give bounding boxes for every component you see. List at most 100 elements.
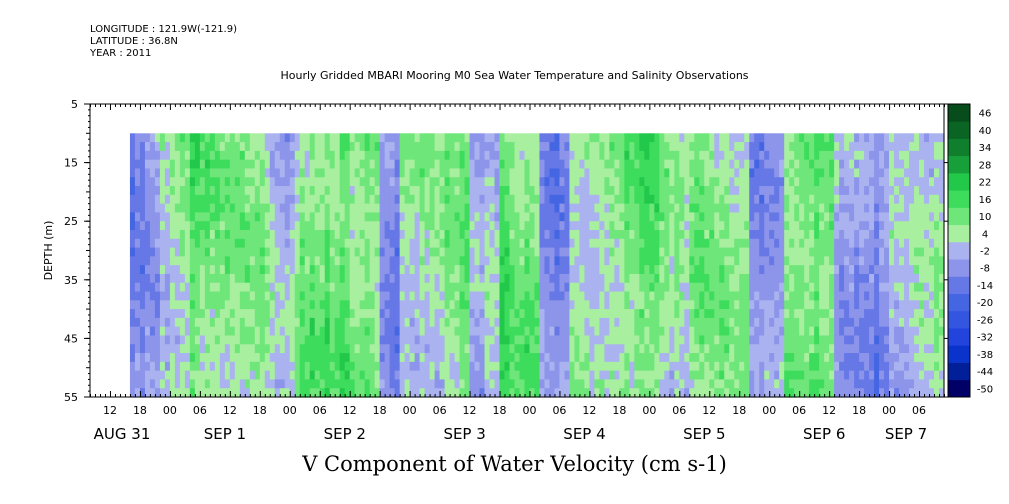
heatmap-cell xyxy=(514,370,521,381)
heatmap-cell xyxy=(339,317,346,328)
heatmap-cell xyxy=(174,361,181,372)
colorbar-swatch xyxy=(948,207,970,226)
heatmap-cell xyxy=(214,256,221,266)
heatmap-cell xyxy=(519,247,526,257)
heatmap-cell xyxy=(854,247,860,257)
heatmap-cell xyxy=(434,309,441,319)
heatmap-cell xyxy=(864,133,870,143)
heatmap-cell xyxy=(404,353,411,363)
heatmap-cell xyxy=(164,256,171,266)
heatmap-cell xyxy=(419,335,426,345)
heatmap-cell xyxy=(614,344,620,354)
heatmap-cell xyxy=(289,177,296,187)
heatmap-cell xyxy=(694,229,700,240)
heatmap-cell xyxy=(619,317,625,328)
heatmap-cell xyxy=(319,150,326,161)
heatmap-cell xyxy=(749,186,755,196)
heatmap-cell xyxy=(374,229,381,240)
heatmap-cell xyxy=(439,159,446,170)
heatmap-cell xyxy=(719,265,725,275)
heatmap-cell xyxy=(674,344,680,354)
heatmap-cell xyxy=(184,370,191,381)
heatmap-cell xyxy=(574,221,581,231)
heatmap-cell xyxy=(859,221,865,231)
heatmap-cell xyxy=(644,344,650,354)
heatmap-cell xyxy=(874,291,880,301)
heatmap-cell xyxy=(179,300,186,310)
heatmap-cell xyxy=(179,221,186,231)
heatmap-cell xyxy=(894,150,900,161)
heatmap-cell xyxy=(644,256,650,266)
heatmap-cell xyxy=(324,150,331,161)
heatmap-cell xyxy=(329,229,336,240)
heatmap-cell xyxy=(144,361,151,372)
heatmap-cell xyxy=(469,273,476,284)
heatmap-cell xyxy=(674,168,680,178)
heatmap-cell xyxy=(899,221,905,231)
heatmap-cell xyxy=(824,142,830,152)
heatmap-cell xyxy=(819,133,825,143)
heatmap-cell xyxy=(669,229,675,240)
heatmap-cell xyxy=(779,142,785,152)
heatmap-cell xyxy=(254,238,261,249)
heatmap-cell xyxy=(249,388,256,398)
heatmap-cell xyxy=(714,212,720,222)
heatmap-cell xyxy=(439,212,446,222)
heatmap-cell xyxy=(174,186,181,196)
heatmap-cell xyxy=(594,247,600,257)
heatmap-cell xyxy=(709,300,715,310)
heatmap-cell xyxy=(644,212,650,222)
heatmap-cell xyxy=(549,177,556,187)
heatmap-cell xyxy=(544,326,551,337)
heatmap-cell xyxy=(769,203,775,214)
heatmap-cell xyxy=(399,203,406,214)
heatmap-cell xyxy=(834,317,840,328)
heatmap-cell xyxy=(924,238,930,249)
heatmap-cell xyxy=(319,361,326,372)
heatmap-cell xyxy=(899,335,905,345)
heatmap-cell xyxy=(789,177,795,187)
heatmap-cell xyxy=(569,212,576,222)
heatmap-cell xyxy=(389,344,396,354)
heatmap-cell xyxy=(914,335,920,345)
heatmap-cell xyxy=(274,291,281,301)
heatmap-cell xyxy=(929,168,935,178)
heatmap-cell xyxy=(264,256,271,266)
heatmap-cell xyxy=(524,212,531,222)
heatmap-cell xyxy=(169,370,176,381)
heatmap-cell xyxy=(829,335,835,345)
heatmap-cell xyxy=(834,273,840,284)
heatmap-cell xyxy=(449,212,456,222)
heatmap-cell xyxy=(384,221,391,231)
heatmap-cell xyxy=(414,300,421,310)
heatmap-cell xyxy=(889,300,895,310)
heatmap-cell xyxy=(919,335,925,345)
heatmap-cell xyxy=(189,133,196,143)
heatmap-cell xyxy=(494,133,501,143)
heatmap-cell xyxy=(759,212,765,222)
heatmap-cell xyxy=(279,159,286,170)
heatmap-cell xyxy=(594,344,600,354)
heatmap-cell xyxy=(899,291,905,301)
heatmap-cell xyxy=(604,186,610,196)
heatmap-cell xyxy=(889,247,895,257)
heatmap-cell xyxy=(889,282,895,293)
heatmap-cell xyxy=(434,177,441,187)
heatmap-cell xyxy=(444,291,451,301)
heatmap-cell xyxy=(684,221,690,231)
heatmap-cell xyxy=(729,344,735,354)
heatmap-cell xyxy=(479,221,486,231)
heatmap-cell xyxy=(434,203,441,214)
heatmap-cell xyxy=(514,133,521,143)
heatmap-cell xyxy=(579,317,586,328)
heatmap-cell xyxy=(369,229,376,240)
heatmap-cell xyxy=(434,361,441,372)
heatmap-cell xyxy=(429,353,436,363)
heatmap-cell xyxy=(199,186,206,196)
heatmap-cell xyxy=(224,265,231,275)
heatmap-cell xyxy=(639,177,645,187)
heatmap-cell xyxy=(679,177,685,187)
heatmap-cell xyxy=(569,203,576,214)
heatmap-cell xyxy=(324,309,331,319)
heatmap-cell xyxy=(894,212,900,222)
